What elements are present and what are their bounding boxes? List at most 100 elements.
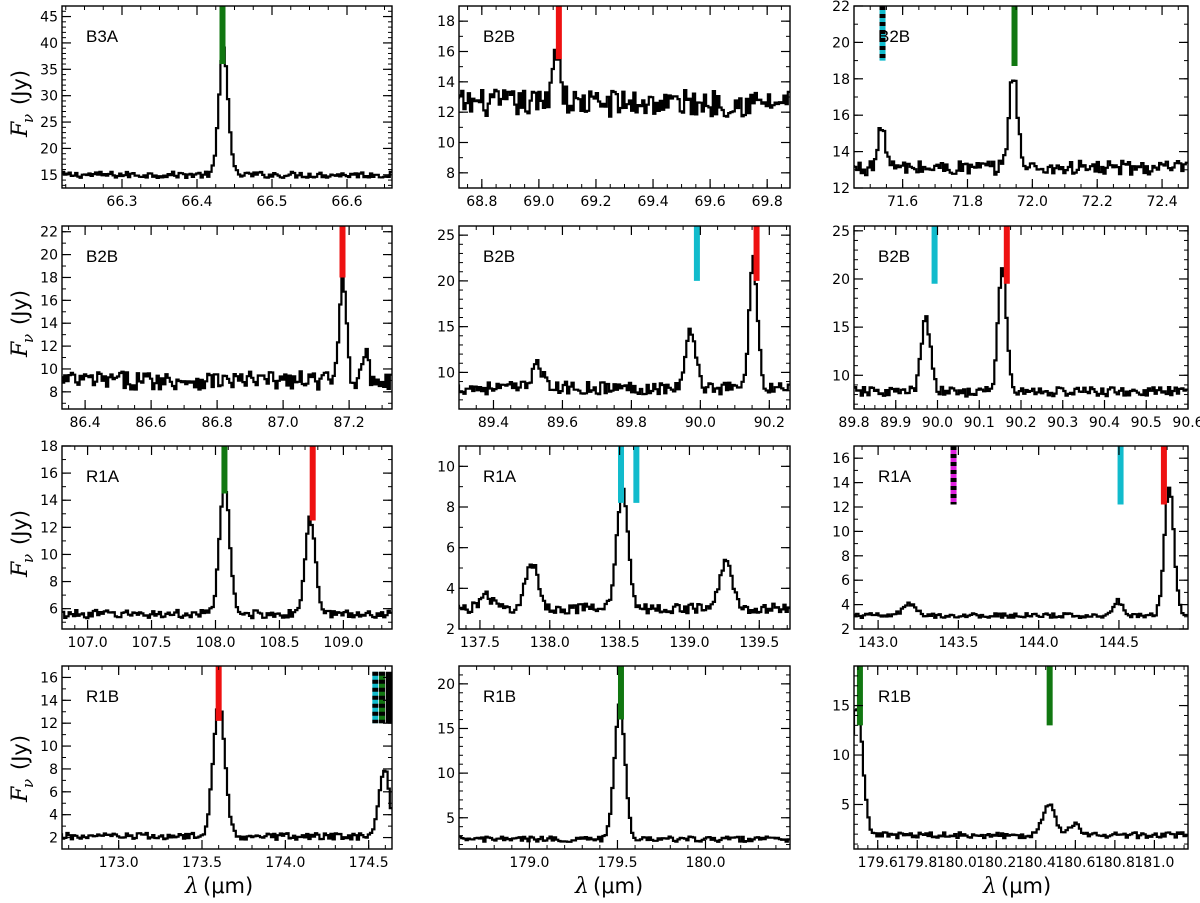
y-tick-label: 8: [49, 575, 58, 591]
y-tick-label: 25: [40, 115, 58, 131]
x-tick-label: 90.0: [922, 415, 953, 431]
y-tick-label: 45: [40, 10, 58, 26]
y-tick-label: 10: [40, 547, 58, 563]
panel-4: 86.4 86.6 86.8 87.0 87.2 8 10 12 14 16 18 20 22 B2B: [40, 225, 393, 431]
xlabel-symbol: λ: [982, 874, 997, 899]
x-tick-label: 180.4: [1016, 855, 1056, 871]
y-tick-label: 22: [40, 225, 58, 241]
y-tick-label: 10: [437, 136, 455, 152]
panel-frame: [61, 225, 393, 410]
x-tick-label: 90.0: [685, 415, 716, 431]
x-tick-label: 69.4: [637, 194, 668, 210]
x-tick-label: 66.3: [106, 194, 137, 210]
x-tick-label: 180.6: [1055, 855, 1095, 871]
y-tick-label: 20: [437, 677, 455, 693]
x-tick-label: 109.0: [323, 635, 363, 651]
y-tick-label: 18: [40, 270, 58, 286]
xlabel-symbol: λ: [574, 874, 589, 899]
ylabel-symbol: F: [8, 786, 33, 803]
ylabel-row-3: F ν (Jy): [8, 510, 37, 578]
y-tick-label: 40: [40, 36, 58, 52]
spectrum-line: [62, 46, 392, 179]
x-tick-label: 107.5: [131, 635, 171, 651]
panel-label: R1A: [86, 467, 120, 486]
x-tick-label: 66.6: [331, 194, 362, 210]
x-tick-label: 72.2: [1082, 194, 1113, 210]
y-tick-label: 22: [832, 0, 850, 15]
y-tick-label: 10: [40, 362, 58, 378]
panel-label: R1B: [878, 687, 911, 706]
panel-11: 179.0 179.5 180.0 5 10 15 20 R1B: [437, 665, 791, 871]
y-tick-label: 2: [49, 831, 58, 847]
y-tick-label: 12: [832, 181, 850, 197]
spectrum-line: [459, 48, 790, 118]
y-tick-label: 35: [40, 62, 58, 78]
ylabel-subscript: ν: [19, 554, 37, 563]
x-tick-label: 107.0: [68, 635, 108, 651]
y-tick-label: 2: [841, 622, 850, 638]
x-tick-label: 143.5: [938, 635, 978, 651]
panel-2: 68.8 69.0 69.2 69.4 69.6 69.8 8 10 12 14 16 18 B2B: [437, 5, 791, 210]
y-tick-label: 20: [832, 272, 850, 288]
y-tick-label: 4: [446, 581, 455, 597]
x-tick-label: 66.4: [181, 194, 212, 210]
ylabel-row-2: F ν (Jy): [8, 290, 37, 358]
x-tick-label: 108.0: [195, 635, 235, 651]
x-tick-label: 69.0: [523, 194, 554, 210]
spectrum-line: [854, 79, 1188, 177]
x-tick-label: 144.5: [1099, 635, 1139, 651]
x-tick-label: 179.0: [509, 855, 549, 871]
y-tick-label: 10: [437, 365, 455, 381]
panel-label: B3A: [86, 27, 119, 46]
panel-9: 143.0 143.5 144.0 144.5 2 4 6 8 10 12 14 16 R1A: [832, 445, 1189, 651]
ylabel-subscript: ν: [19, 114, 37, 123]
x-tick-label: 71.8: [952, 194, 983, 210]
xlabel-col-3: λ (μm): [982, 874, 1051, 899]
panel-frame: [853, 665, 1189, 850]
y-tick-label: 10: [437, 766, 455, 782]
x-tick-label: 139.5: [739, 635, 779, 651]
y-tick-label: 18: [40, 439, 58, 455]
x-tick-label: 69.6: [695, 194, 726, 210]
y-tick-label: 8: [446, 500, 455, 516]
y-tick-label: 8: [49, 762, 58, 778]
y-tick-label: 14: [832, 476, 850, 492]
x-tick-label: 90.2: [1005, 415, 1036, 431]
spectrum-line: [854, 267, 1188, 398]
y-tick-label: 15: [832, 320, 850, 336]
y-tick-label: 12: [40, 339, 58, 355]
y-tick-label: 10: [437, 459, 455, 475]
y-tick-label: 16: [40, 293, 58, 309]
xlabel-col-2: λ (μm): [574, 874, 643, 899]
y-tick-label: 6: [49, 785, 58, 801]
panel-6: 89.8 89.9 90.0 90.1 90.2 90.3 90.4 90.5 90.6 10 15…: [832, 224, 1200, 431]
panel-label: R1A: [483, 467, 517, 486]
y-tick-label: 6: [841, 573, 850, 589]
y-tick-label: 10: [832, 524, 850, 540]
panel-8: 137.5 138.0 138.5 139.0 139.5 2 4 6 8 10 R1A: [437, 445, 791, 651]
y-tick-label: 10: [40, 739, 58, 755]
spectrum-line: [62, 271, 392, 391]
y-tick-label: 30: [40, 89, 58, 105]
panel-7: 107.0 107.5 108.0 108.5 109.0 6 8 10 12 14 16 18 R1A: [40, 439, 393, 651]
y-tick-label: 14: [40, 693, 58, 709]
y-tick-label: 14: [437, 75, 455, 91]
panel-frame: [853, 445, 1189, 630]
y-tick-label: 14: [832, 145, 850, 161]
panel-label: R1B: [86, 687, 119, 706]
y-tick-label: 15: [40, 168, 58, 184]
xlabel-symbol: λ: [184, 874, 199, 899]
y-tick-label: 16: [40, 466, 58, 482]
panel-10: 173.0 173.5 174.0 174.5 2 4 6 8 10 12 14 16 R1B: [40, 665, 393, 871]
x-tick-label: 179.6: [858, 855, 898, 871]
x-tick-label: 90.6: [1172, 415, 1200, 431]
spectrum-line: [459, 703, 790, 843]
x-tick-label: 68.8: [466, 194, 497, 210]
y-tick-label: 16: [832, 451, 850, 467]
x-tick-label: 89.8: [838, 415, 869, 431]
x-tick-label: 90.3: [1047, 415, 1078, 431]
xlabel-unit: (μm): [203, 874, 253, 898]
x-tick-label: 180.8: [1095, 855, 1135, 871]
xlabel-col-1: λ (μm): [184, 874, 253, 899]
